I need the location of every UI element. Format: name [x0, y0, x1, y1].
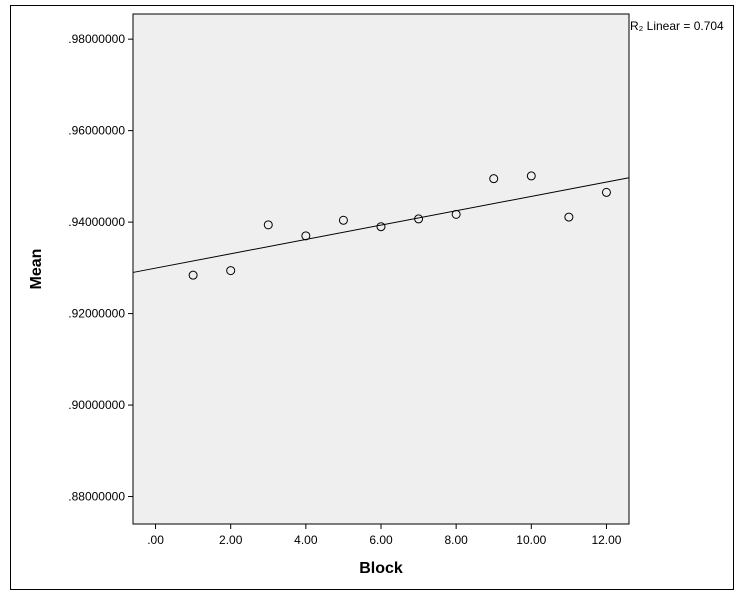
y-tick-label: .92000000 [68, 307, 125, 321]
data-points [188, 171, 611, 280]
x-tick-label: 8.00 [444, 533, 468, 547]
data-point [263, 220, 273, 230]
fit-annotation: R₂ Linear = 0.704 [630, 19, 724, 33]
x-axis-ticks: .00 2.00 4.00 6.00 8.00 10.00 12.00 [147, 524, 622, 547]
data-point [188, 270, 198, 280]
data-point [414, 214, 424, 224]
data-point [601, 187, 611, 197]
linear-fit-line [132, 177, 630, 273]
y-axis-ticks: .88000000 .90000000 .92000000 .94000000 .960… [68, 32, 133, 504]
x-tick-label: 12.00 [591, 533, 621, 547]
y-tick-label: .96000000 [68, 124, 125, 138]
x-tick-label: 2.00 [219, 533, 243, 547]
data-point [226, 266, 236, 276]
data-point [451, 209, 461, 219]
data-point [338, 215, 348, 225]
x-tick-label: 10.00 [516, 533, 546, 547]
y-tick-label: .94000000 [68, 215, 125, 229]
x-axis-title: Block [359, 560, 403, 577]
x-tick-label: .00 [147, 533, 164, 547]
y-tick-label: .88000000 [68, 490, 125, 504]
data-point [301, 231, 311, 241]
y-tick-label: .98000000 [68, 32, 125, 46]
y-tick-label: .90000000 [68, 398, 125, 412]
fit-line-layer [132, 177, 630, 273]
y-axis-title: Mean [28, 249, 45, 290]
plot-area [132, 13, 630, 525]
x-tick-label: 4.00 [294, 533, 318, 547]
data-point [376, 222, 386, 232]
x-tick-label: 6.00 [369, 533, 393, 547]
data-point [489, 174, 499, 184]
data-point [564, 212, 574, 222]
data-point [526, 171, 536, 181]
